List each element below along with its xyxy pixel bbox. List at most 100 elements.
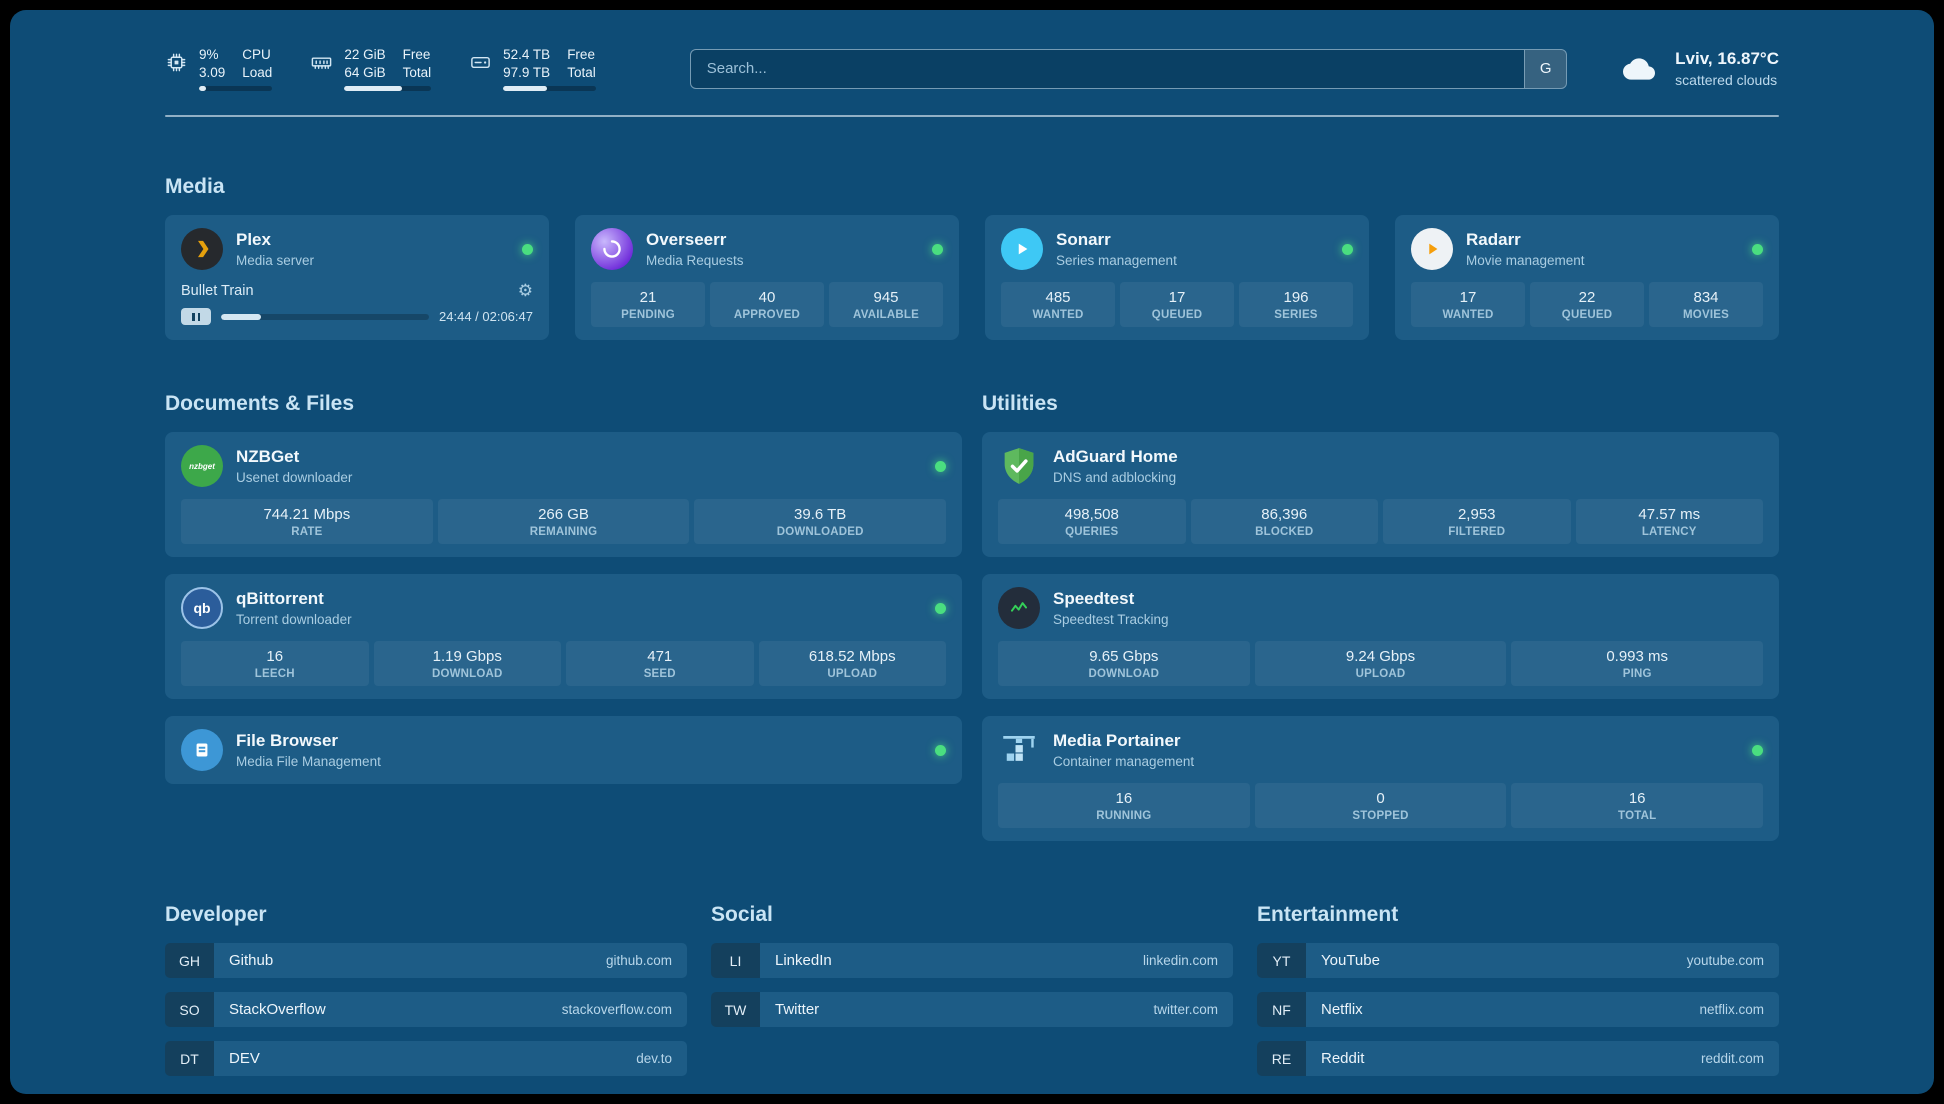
service-title: File Browser [236,731,339,751]
weather-condition: scattered clouds [1675,72,1778,89]
bookmark-youtube[interactable]: YT YouTube youtube.com [1257,943,1779,979]
stat-tile: 618.52 Mbps UPLOAD [758,641,946,687]
bookmark-stackoverflow[interactable]: SO StackOverflow stackoverflow.com [165,992,687,1028]
stat-value: 17 [1459,289,1477,307]
bookmark-abbr: GH [165,943,214,979]
disk-widget: 52.4 TB Free 97.9 TB Total [469,46,596,92]
service-subtitle: Media File Management [236,754,381,770]
service-subtitle: DNS and adblocking [1053,470,1177,486]
stat-tile: 86,396 BLOCKED [1190,499,1378,545]
adguard-shield-icon [998,445,1040,487]
stat-value: 16 [1115,790,1133,808]
status-dot [935,602,946,614]
service-subtitle: Media Requests [646,253,744,269]
pause-button[interactable] [181,308,211,326]
bookmark-list-entertainment: YT YouTube youtube.com NF Netflix netflix.com… [1257,943,1779,1077]
stat-tile: 744.21 Mbps RATE [181,499,433,545]
bookmark-url: youtube.com [1686,953,1764,969]
service-stats: 9.65 Gbps DOWNLOAD 9.24 Gbps UPLOAD 0.993 ms… [998,641,1764,687]
stat-label: WANTED [1032,309,1084,322]
status-dot [935,744,946,756]
stat-tile: 266 GB REMAINING [437,499,690,545]
stat-label: DOWNLOADED [776,526,864,539]
header-divider [165,115,1779,118]
qbittorrent-icon-text: qb [193,600,211,617]
service-card-plex[interactable]: Plex Media server Bullet Train ⚙ 24:44 /… [165,215,549,341]
bookmark-reddit[interactable]: RE Reddit reddit.com [1257,1041,1779,1077]
qbittorrent-icon: qb [181,587,223,630]
bookmark-name: StackOverflow [229,1001,326,1019]
stat-value: 16 [266,648,284,666]
status-dot [1752,243,1763,255]
bookmark-abbr: LI [711,943,760,979]
memory-free: 22 GiB [344,47,386,62]
bookmark-group-entertainment: Entertainment YT YouTube youtube.com NF Netf… [1257,903,1779,1077]
service-card-filebrowser[interactable]: File Browser Media File Management [165,716,962,785]
search-bar: G [689,48,1568,89]
stat-value: 1.19 Gbps [432,648,502,666]
stat-label: PING [1622,668,1652,681]
stat-label: RUNNING [1096,810,1152,823]
service-card-radarr[interactable]: Radarr Movie management 17 WANTED 22 QUEUED… [1395,215,1779,341]
stat-value: 9.65 Gbps [1089,648,1159,666]
service-subtitle: Series management [1056,253,1177,269]
status-dot [932,243,943,255]
section-title-social: Social [711,903,773,927]
memory-widget: 22 GiB Free 64 GiB Total [310,46,432,92]
cpu-icon [165,51,188,74]
bookmark-group-social: Social LI LinkedIn linkedin.com TW Twitter tw… [711,903,1233,1076]
bookmark-github[interactable]: GH Github github.com [165,943,687,979]
sonarr-icon [1001,228,1043,271]
section-title-utilities: Utilities [982,392,1058,416]
gear-icon[interactable]: ⚙ [517,281,533,301]
bookmark-twitter[interactable]: TW Twitter twitter.com [711,992,1233,1028]
bookmark-url: netflix.com [1699,1002,1764,1018]
service-card-sonarr[interactable]: Sonarr Series management 485 WANTED 17 QUEU… [985,215,1369,341]
stat-value: 834 [1693,289,1719,307]
stat-tile: 16 TOTAL [1511,783,1764,829]
service-card-overseerr[interactable]: Overseerr Media Requests 21 PENDING 40 APPR… [575,215,959,341]
service-card-adguard[interactable]: AdGuard Home DNS and adblocking 498,508 Q… [982,432,1779,558]
stat-tile: 17 QUEUED [1120,282,1234,328]
status-dot [522,243,533,255]
disk-icon [469,51,492,74]
nzbget-icon-text: nzbget [189,461,215,471]
stat-value: 945 [873,289,899,307]
memory-total: 64 GiB [344,65,386,81]
service-stats: 16 LEECH 1.19 Gbps DOWNLOAD 471 SEED 618.52 Mb… [181,641,946,687]
stat-value: 22 [1578,289,1596,307]
bookmark-url: linkedin.com [1142,953,1218,969]
service-card-qbittorrent[interactable]: qb qBittorrent Torrent downloader 16 LEEC… [165,574,962,700]
radarr-icon [1411,228,1453,271]
overseerr-icon [591,228,633,271]
top-bar: 9% CPU 3.09 Load 22 GiB Fre [165,46,1779,92]
stat-tile: 0 STOPPED [1254,783,1507,829]
bookmark-dev[interactable]: DT DEV dev.to [165,1041,687,1077]
memory-total-label: Total [402,65,432,81]
stat-label: BLOCKED [1255,526,1314,539]
stat-label: UPLOAD [827,668,878,681]
stat-label: REMAINING [529,526,598,539]
stat-label: QUEUED [1561,309,1613,322]
stat-label: DOWNLOAD [431,668,503,681]
search-provider-button[interactable]: G [1524,49,1567,88]
section-documents: Documents & Files nzbget NZBGet Usenet d… [165,392,962,841]
search-input[interactable] [690,49,1525,88]
service-subtitle: Movie management [1466,253,1585,269]
bookmark-netflix[interactable]: NF Netflix netflix.com [1257,992,1779,1028]
service-card-nzbget[interactable]: nzbget NZBGet Usenet downloader 744.21 M… [165,432,962,558]
section-title-entertainment: Entertainment [1257,903,1399,927]
service-subtitle: Media server [236,253,315,269]
cpu-widget: 9% CPU 3.09 Load [165,46,273,92]
stat-tile: 196 SERIES [1239,282,1353,328]
service-card-portainer[interactable]: Media Portainer Container management 16 R… [982,716,1779,842]
section-title-documents: Documents & Files [165,392,355,416]
speedtest-icon [998,587,1040,630]
stat-label: QUERIES [1065,526,1119,539]
stat-label: LEECH [254,668,295,681]
seek-bar[interactable] [221,313,430,320]
stat-tile: 2,953 FILTERED [1383,499,1571,545]
status-dot [935,460,946,472]
bookmark-linkedin[interactable]: LI LinkedIn linkedin.com [711,943,1233,979]
service-card-speedtest[interactable]: Speedtest Speedtest Tracking 9.65 Gbps DO… [982,574,1779,700]
